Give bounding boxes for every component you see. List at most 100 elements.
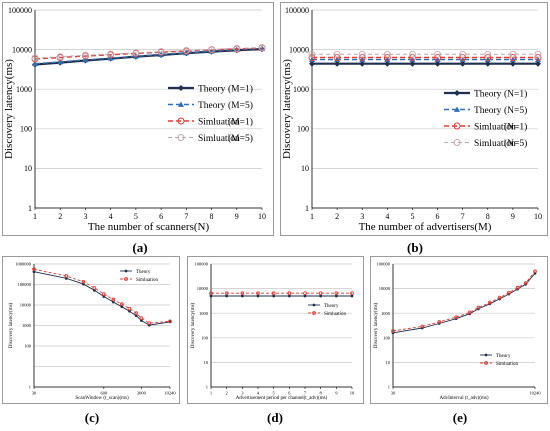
chart-2-y-tick-label: 100: [24, 344, 32, 349]
chart-2-y-tick-label: 100000: [18, 282, 32, 287]
chart-2-series-1-point: [81, 279, 86, 284]
chart-1-series-0-point: [509, 60, 516, 67]
chart-3-series-1-point: [303, 291, 307, 296]
chart-3-series-0-point: [319, 294, 323, 298]
chart-3-y-tick-label: 1000: [199, 311, 209, 316]
chart-1-legend-param-1: (N=5): [504, 105, 527, 116]
chart-3-x-tick-label: 9: [335, 391, 338, 396]
chart-3-series-0-point: [303, 294, 307, 298]
chart-4-y-tick-label: 1: [388, 385, 390, 390]
chart-3-series-1-point: [334, 291, 339, 296]
chart-0-y-tick-label: 1: [28, 204, 32, 213]
chart-2-legend-marker-0: [124, 269, 128, 273]
chart-0-legend-param-3: (M=5): [228, 133, 253, 144]
chart-3-x-tick-label: 1: [210, 391, 212, 396]
chart-0-legend-marker-0: [178, 85, 184, 91]
chart-3-series-0-point: [287, 294, 291, 298]
chart-2-series-1-point: [139, 316, 144, 320]
chart-2-legend-label-1: Simluation: [136, 278, 158, 283]
chart-2-y-tick-label: 10000: [20, 303, 32, 308]
chart-2-series-1-point: [64, 274, 69, 278]
chart-4-series-1-point: [437, 320, 442, 324]
chart-1-x-tick-label: 5: [410, 212, 414, 221]
panel-c: [2, 256, 180, 404]
chart-1-x-tick-label: 8: [486, 212, 490, 221]
chart-4-series-1-point: [420, 324, 425, 329]
chart-0-legend-param-0: (M=1): [228, 83, 253, 94]
chart-3-x-tick-label: 3: [241, 391, 244, 396]
chart-0-x-tick-label: 2: [58, 212, 62, 221]
chart-0-legend-label-0: Theory: [198, 84, 226, 94]
chart-1-series-0-point: [535, 60, 541, 67]
chart-0-series-1-point: [82, 56, 89, 63]
chart-2-y-axis-label: Discovery latency(ms): [9, 302, 14, 348]
chart-3-series-1-point: [318, 291, 323, 296]
chart-1-series-3-point: [434, 50, 442, 58]
chart-2-series-0-point: [139, 319, 143, 322]
chart-3-x-tick-label: 10: [350, 391, 355, 396]
chart-3-y-tick-label: 100: [201, 335, 209, 340]
chart-1-series-0-point: [434, 60, 441, 67]
caption-d: (d): [267, 410, 283, 425]
chart-3-series-0-point: [256, 294, 260, 298]
chart-3-x-tick-label: 6: [288, 391, 291, 396]
chart-0-series-3-point: [258, 44, 266, 51]
chart-0-x-tick-label: 10: [258, 212, 266, 221]
chart-1-series-0-point: [409, 60, 416, 67]
chart-1-series-0-point: [359, 60, 366, 67]
chart-1-y-tick-label: 1: [305, 204, 309, 213]
chart-1-legend-param-0: (N=1): [504, 88, 527, 99]
chart-4-legend-marker-0: [484, 353, 488, 357]
chart-0-series-3-point: [233, 44, 241, 52]
chart-2-series-1-point: [120, 302, 124, 307]
chart-2-legend-marker-1: [124, 277, 128, 281]
chart-0-y-tick-label: 10000: [12, 45, 32, 54]
chart-0-x-tick-label: 7: [184, 212, 188, 221]
chart-4-y-tick-label: 100: [383, 335, 391, 340]
chart-3-x-tick-label: 5: [273, 391, 276, 396]
chart-0-y-tick-label: 100: [20, 125, 32, 134]
chart-1-legend-marker-2: [453, 122, 461, 130]
chart-0-series-1-point: [32, 60, 38, 67]
chart-4-series-1-point: [533, 269, 537, 274]
chart-1-y-axis-label: Discovery latency(ms): [281, 59, 293, 159]
chart-1-legend-marker-3: [453, 139, 461, 146]
chart-0-legend-label-1: Theory: [198, 101, 226, 111]
chart-0-series-3-line: [34, 47, 263, 59]
chart-0-x-tick-label: 1: [33, 212, 37, 221]
chart-1-series-3-point: [459, 50, 467, 58]
chart-0-series-3-point: [81, 51, 89, 59]
chart-3-series-0-point: [350, 294, 354, 298]
chart-1-series-3-point: [358, 50, 366, 58]
chart-2-series-1-point: [101, 292, 106, 296]
chart-3-y-tick-label: 1: [206, 385, 208, 390]
chart-2-y-tick-label: 1000000: [15, 262, 32, 267]
chart-0-legend-label-2: Simluation: [198, 117, 240, 127]
chart-1-series-3-point: [383, 50, 391, 58]
chart-3-y-axis-label: Discovery latency(ms): [191, 302, 196, 348]
chart-4-y-tick-label: 10000: [379, 286, 391, 291]
chart-3-series-1-point: [209, 291, 213, 296]
chart-4-series-0-line: [392, 273, 536, 334]
chart-4-y-tick-label: 100000: [377, 262, 391, 267]
chart-0-series-3-point: [182, 47, 190, 54]
chart-1-x-tick-label: 4: [385, 212, 389, 221]
chart-0-x-tick-label: 6: [159, 212, 163, 221]
chart-1-y-tick-label: 10: [301, 164, 309, 173]
chart-3-series-1-point: [287, 291, 292, 296]
chart-2-series-1-point: [32, 267, 36, 272]
chart-3-series-0-point: [334, 294, 338, 298]
chart-2-x-axis-label: ScanWindow (t_scan)(ms): [75, 396, 129, 401]
panel-d: [187, 256, 364, 404]
chart-4-series-1-point: [391, 329, 395, 333]
chart-4-x-axis-label: AdvInterval (t_adv)(ms): [439, 396, 488, 401]
chart-3-series-0-point: [240, 294, 244, 298]
chart-4-legend-label-0: Theory: [496, 354, 511, 359]
chart-1-series-0-point: [309, 60, 315, 67]
panel-a: [2, 2, 274, 236]
chart-4-series-1-point: [515, 285, 520, 290]
chart-0-x-tick-label: 4: [109, 212, 113, 221]
chart-2-series-0-line: [33, 271, 171, 326]
chart-2-series-0-point: [128, 309, 131, 313]
chart-4-legend-marker-1: [484, 361, 488, 365]
